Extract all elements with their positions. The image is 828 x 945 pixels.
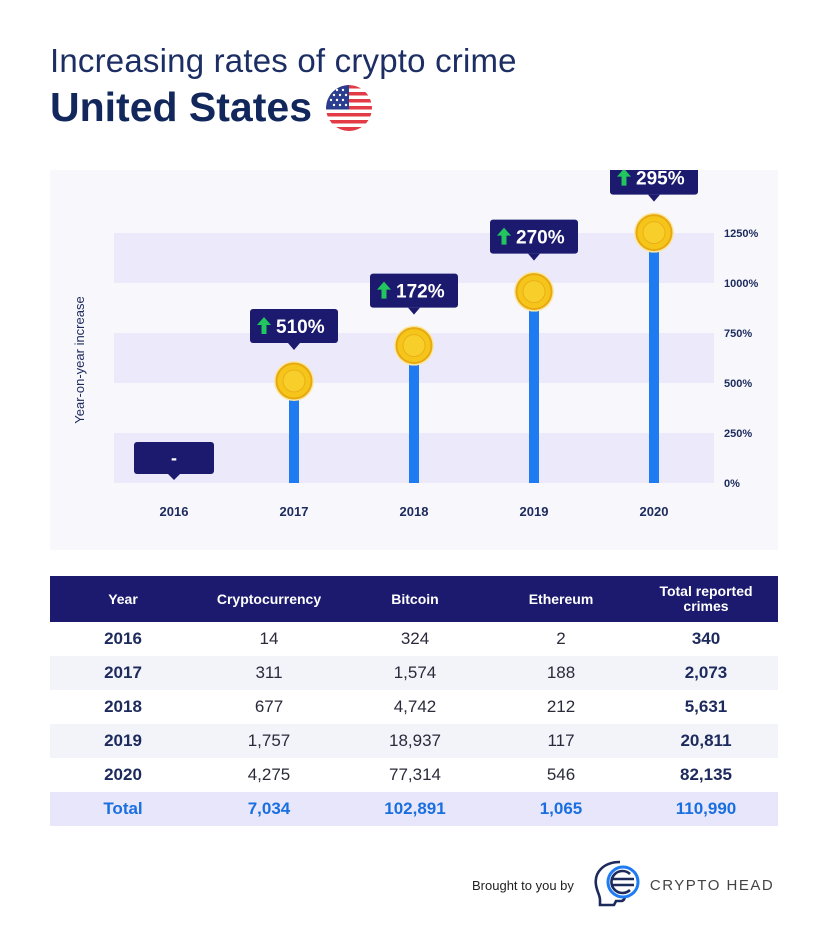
value-label: 172% xyxy=(396,282,445,303)
value-label-pointer xyxy=(648,194,660,202)
crime-table: Year Cryptocurrency Bitcoin Ethereum Tot… xyxy=(50,576,778,826)
cell-bitcoin: 324 xyxy=(400,629,430,648)
chart-panel: 1250% 1000% 750% 500% 250% 0% Year-on-year inc… xyxy=(50,170,778,550)
y-tick-label: 1250% xyxy=(724,228,758,240)
brought-by-text: Brought to you by xyxy=(472,878,574,893)
cell-total: 340 xyxy=(691,629,721,648)
page-title: United States xyxy=(50,84,372,131)
total-reported: 110,990 xyxy=(675,799,737,818)
total-ethereum: 1,065 xyxy=(539,799,583,818)
value-label-box xyxy=(370,273,458,308)
arrow-up-icon xyxy=(257,317,271,334)
header-ethereum: Ethereum xyxy=(528,590,594,607)
arrow-up-icon xyxy=(377,281,391,299)
value-label-pointer xyxy=(408,307,420,315)
cell-total: 82,135 xyxy=(680,765,732,784)
y-tick-label: 0% xyxy=(724,478,740,490)
value-label-pointer xyxy=(168,474,180,480)
table-total-row: Total 7,034 102,891 1,065 110,990 xyxy=(50,792,778,826)
cell-total: 5,631 xyxy=(684,697,728,716)
cell-ethereum: 2 xyxy=(556,629,566,648)
cell-bitcoin: 4,742 xyxy=(393,697,437,716)
coin-inner xyxy=(402,334,426,358)
cell-total: 2,073 xyxy=(684,663,728,682)
x-tick-label: 2020 xyxy=(640,504,669,519)
coin-inner xyxy=(282,369,306,393)
coin-inner xyxy=(522,280,546,304)
cell-cryptocurrency: 14 xyxy=(259,629,279,648)
value-label-box xyxy=(134,442,214,474)
y-tick-label: 1000% xyxy=(724,278,758,290)
bar xyxy=(409,345,419,483)
page-subtitle: Increasing rates of crypto crime xyxy=(50,42,517,79)
total-bitcoin: 102,891 xyxy=(384,799,446,818)
cell-total: 20,811 xyxy=(680,731,732,750)
total-label: Total xyxy=(103,799,143,818)
cell-cryptocurrency: 1,757 xyxy=(247,731,291,750)
x-tick-label: 2016 xyxy=(160,504,189,519)
value-label-pointer xyxy=(528,253,540,261)
cell-bitcoin: 1,574 xyxy=(393,663,437,682)
arrow-up-icon xyxy=(617,170,631,186)
cell-cryptocurrency: 311 xyxy=(255,663,283,682)
header-bitcoin: Bitcoin xyxy=(391,590,439,607)
arrow-up-icon xyxy=(497,227,511,245)
crypto-head-logo-icon xyxy=(590,858,648,913)
value-label-box xyxy=(250,309,338,343)
us-flag-icon xyxy=(326,84,372,131)
value-label-pointer xyxy=(288,343,300,350)
cell-year: 2017 xyxy=(104,663,142,682)
value-label: - xyxy=(171,448,177,468)
title-text: United States xyxy=(50,84,312,130)
y-axis-label: Year-on-year increase xyxy=(72,296,87,423)
cell-bitcoin: 77,314 xyxy=(389,765,441,784)
bar xyxy=(649,232,659,483)
value-label: 295% xyxy=(636,170,685,190)
cell-ethereum: 546 xyxy=(546,765,576,784)
table-row: 2019 1,757 18,937 117 20,811 xyxy=(50,724,778,758)
value-label: 270% xyxy=(516,228,565,249)
value-label: 510% xyxy=(276,317,325,338)
y-tick-label: 750% xyxy=(724,328,752,340)
x-tick-label: 2017 xyxy=(280,504,309,519)
cell-year: 2018 xyxy=(104,697,142,716)
header-total-reported: Total reported crimes xyxy=(659,583,753,614)
table-row: 2017 311 1,574 188 2,073 xyxy=(50,656,778,690)
cell-ethereum: 117 xyxy=(547,731,575,750)
footer: Brought to you by CRYPTO HEAD xyxy=(472,858,774,913)
cell-ethereum: 188 xyxy=(546,663,576,682)
y-tick-label: 250% xyxy=(724,428,752,440)
cell-cryptocurrency: 4,275 xyxy=(247,765,291,784)
table-row: 2016 14 324 2 340 xyxy=(50,622,778,656)
cell-year: 2020 xyxy=(104,765,142,784)
cell-year: 2016 xyxy=(104,629,142,648)
coin-inner xyxy=(642,221,666,245)
logo-text: CRYPTO HEAD xyxy=(649,877,775,894)
cell-year: 2019 xyxy=(104,731,142,750)
x-tick-label: 2019 xyxy=(520,504,549,519)
header-cryptocurrency: Cryptocurrency xyxy=(216,590,322,607)
cell-cryptocurrency: 677 xyxy=(254,697,284,716)
table-header-row: Year Cryptocurrency Bitcoin Ethereum Tot… xyxy=(50,576,778,622)
bar xyxy=(529,291,539,483)
total-cryptocurrency: 7,034 xyxy=(247,799,291,818)
value-label-box xyxy=(490,219,578,254)
table-row: 2020 4,275 77,314 546 82,135 xyxy=(50,758,778,792)
yoy-chart: 1250% 1000% 750% 500% 250% 0% Year-on-year inc… xyxy=(72,170,758,519)
y-tick-label: 500% xyxy=(724,378,752,390)
header-year: Year xyxy=(108,590,138,607)
cell-bitcoin: 18,937 xyxy=(389,731,441,750)
value-label-box xyxy=(610,170,698,195)
cell-ethereum: 212 xyxy=(546,697,576,716)
bar xyxy=(289,381,299,483)
table-row: 2018 677 4,742 212 5,631 xyxy=(50,690,778,724)
x-tick-label: 2018 xyxy=(400,504,429,519)
